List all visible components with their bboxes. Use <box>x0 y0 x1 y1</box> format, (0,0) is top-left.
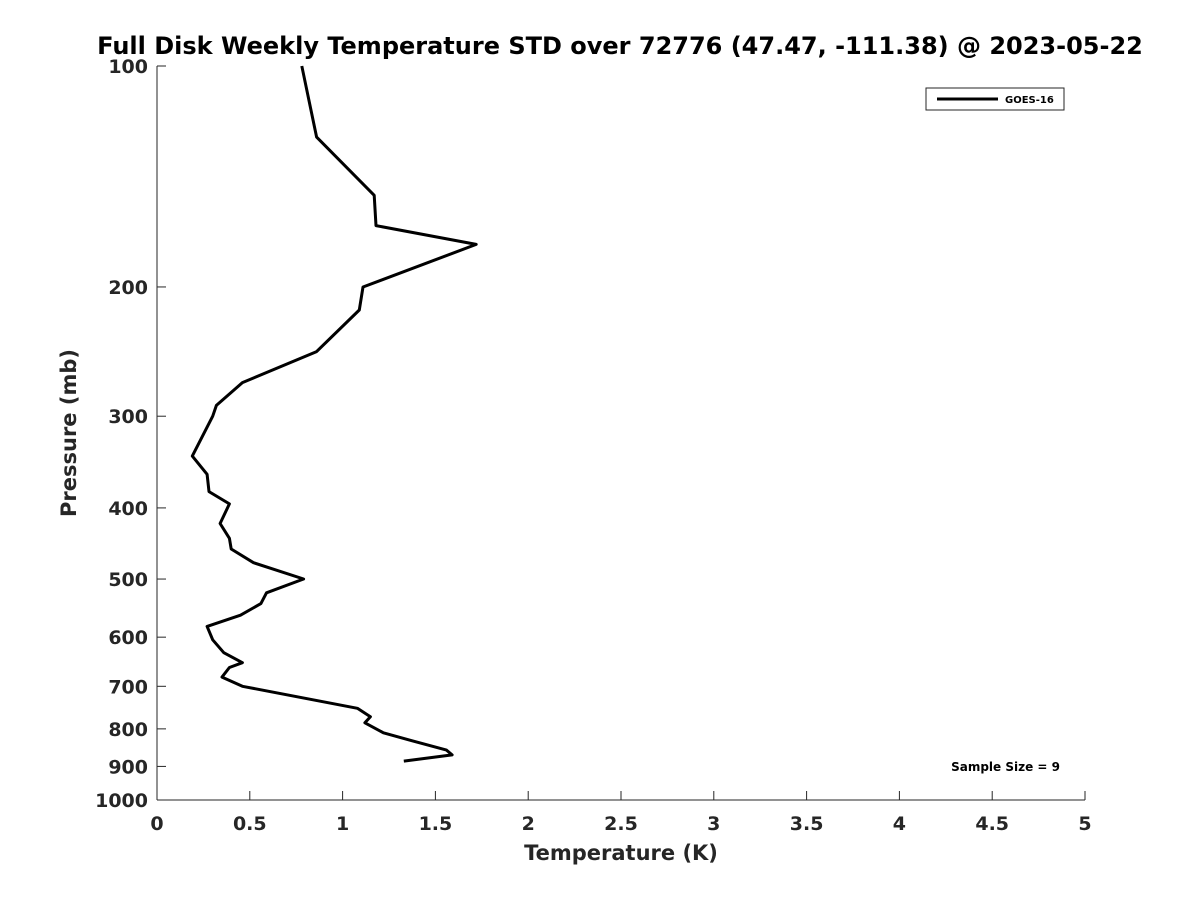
y-tick-label: 700 <box>108 676 148 698</box>
chart-title: Full Disk Weekly Temperature STD over 72… <box>97 32 1143 60</box>
y-tick-label: 500 <box>108 569 148 591</box>
y-axis-label: Pressure (mb) <box>57 349 81 517</box>
y-ticks: 100 200 300 400 500 600 700 800 900 1000 <box>95 56 166 812</box>
x-tick-label: 2.5 <box>604 813 638 835</box>
x-axis-label: Temperature (K) <box>524 841 718 865</box>
y-tick-label: 900 <box>108 756 148 778</box>
x-tick-label: 1 <box>336 813 349 835</box>
y-tick-label: 100 <box>108 56 148 78</box>
y-tick-label: 300 <box>108 406 148 428</box>
x-ticks: 0 0.5 1 1.5 2 2.5 3 3.5 4 4.5 5 <box>150 791 1092 835</box>
x-tick-label: 3.5 <box>790 813 824 835</box>
x-tick-label: 5 <box>1078 813 1091 835</box>
legend: GOES-16 <box>925 87 1065 111</box>
legend-label: GOES-16 <box>1005 95 1054 106</box>
sample-size-annotation: Sample Size = 9 <box>951 760 1060 774</box>
x-tick-label: 4.5 <box>975 813 1009 835</box>
series-group <box>190 65 478 763</box>
x-tick-label: 0 <box>150 813 163 835</box>
x-tick-label: 0.5 <box>233 813 267 835</box>
y-tick-label: 200 <box>108 277 148 299</box>
x-tick-label: 1.5 <box>419 813 453 835</box>
series-line-goes-16 <box>190 65 478 763</box>
y-tick-label: 400 <box>108 498 148 520</box>
x-tick-label: 4 <box>893 813 906 835</box>
x-tick-label: 3 <box>707 813 720 835</box>
plot-area: 0 0.5 1 1.5 2 2.5 3 3.5 4 4.5 5 100 200 300 400 500 600… <box>95 56 1092 835</box>
y-tick-label: 1000 <box>95 790 148 812</box>
x-tick-label: 2 <box>522 813 535 835</box>
y-tick-label: 600 <box>108 627 148 649</box>
y-tick-label: 800 <box>108 719 148 741</box>
